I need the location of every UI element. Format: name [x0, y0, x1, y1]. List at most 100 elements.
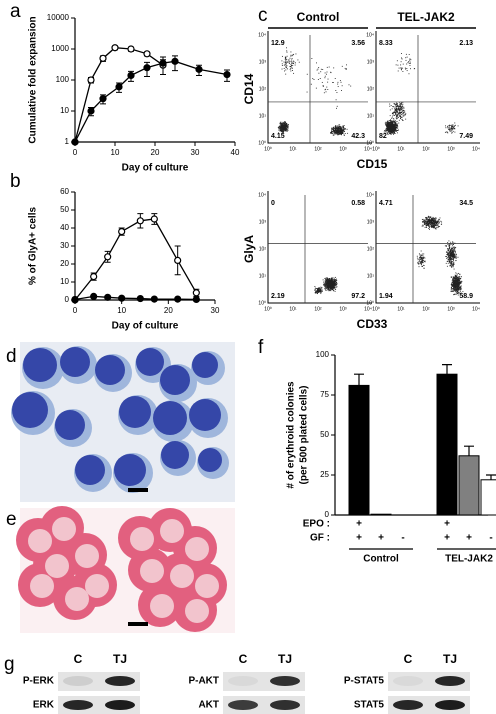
event-dot [386, 131, 388, 133]
event-dot [325, 88, 327, 90]
event-dot [408, 73, 410, 75]
event-dot [398, 111, 400, 113]
event-dot [279, 125, 281, 127]
event-dot [335, 284, 337, 286]
event-dot [396, 114, 398, 116]
flow-y-tick: 10¹ [259, 113, 267, 119]
event-dot [454, 283, 456, 285]
event-dot [337, 127, 339, 129]
event-dot [396, 103, 398, 105]
event-dot [335, 281, 337, 283]
event-dot [392, 129, 394, 130]
flow-x-tick: 10⁴ [364, 306, 372, 312]
event-dot [453, 289, 455, 291]
event-dot [399, 104, 401, 106]
flow-y-tick: 10⁰ [366, 140, 374, 146]
event-dot [286, 123, 288, 125]
event-dot [391, 132, 393, 134]
event-dot [285, 62, 287, 64]
event-dot [387, 134, 389, 135]
event-dot [392, 112, 393, 114]
event-dot [333, 279, 335, 281]
event-dot [402, 71, 404, 72]
event-dot [338, 132, 340, 134]
flow-y-tick: 10² [367, 246, 375, 252]
event-dot [421, 257, 423, 259]
event-dot [429, 222, 431, 224]
event-dot [318, 72, 320, 74]
event-dot [327, 280, 329, 282]
event-dot [400, 106, 402, 108]
event-dot [437, 224, 439, 226]
event-dot [290, 54, 292, 56]
event-dot [458, 278, 460, 280]
event-dot [325, 73, 327, 75]
series-line [74, 47, 164, 143]
event-dot [326, 285, 328, 287]
y-axis-label: (per 500 plated cells) [299, 386, 310, 485]
event-dot [393, 111, 395, 113]
event-dot [280, 124, 282, 126]
event-dot [453, 285, 455, 287]
data-point [171, 57, 179, 65]
event-dot [420, 262, 421, 264]
event-dot [426, 218, 428, 220]
event-dot [385, 121, 387, 123]
event-dot [458, 284, 459, 286]
event-dot [451, 254, 453, 256]
event-dot [431, 218, 433, 220]
event-dot [392, 106, 394, 108]
event-dot [452, 263, 454, 265]
event-dot [453, 288, 454, 290]
event-dot [387, 123, 389, 125]
event-dot [459, 279, 461, 281]
event-dot [334, 131, 336, 133]
y-tick-label: 75 [320, 390, 329, 399]
data-point [87, 107, 95, 115]
event-dot [287, 68, 289, 70]
cell-nucleus [153, 401, 187, 435]
y-tick-label: 0 [325, 510, 330, 519]
event-dot [451, 264, 453, 266]
blot-band [63, 676, 93, 686]
event-dot [447, 254, 449, 256]
event-dot [458, 282, 459, 284]
event-dot [437, 221, 438, 223]
event-dot [395, 108, 397, 110]
cell-inclusion [65, 587, 89, 611]
quadrant-value: 42.3 [351, 133, 365, 140]
event-dot [455, 290, 457, 292]
event-dot [328, 288, 330, 290]
event-dot [283, 125, 285, 127]
event-dot [450, 250, 452, 252]
event-dot [453, 250, 455, 252]
event-dot [457, 290, 459, 292]
event-dot [459, 287, 461, 289]
event-dot [340, 127, 342, 129]
event-dot [398, 67, 400, 69]
event-dot [448, 128, 450, 130]
bar [436, 373, 458, 516]
event-dot [285, 65, 287, 67]
event-dot [401, 119, 403, 120]
event-dot [335, 126, 337, 128]
event-dot [454, 256, 456, 258]
event-dot [389, 122, 391, 124]
event-dot [449, 251, 451, 253]
event-dot [329, 282, 331, 284]
event-dot [320, 286, 322, 288]
event-dot [291, 59, 293, 61]
event-dot [429, 217, 431, 219]
event-dot [396, 104, 398, 106]
event-dot [452, 128, 454, 130]
event-dot [389, 130, 391, 132]
event-dot [402, 67, 404, 69]
event-dot [460, 289, 462, 291]
event-dot [433, 222, 434, 224]
event-dot [458, 278, 460, 280]
event-dot [391, 117, 392, 119]
event-dot [391, 129, 393, 131]
event-dot [403, 106, 405, 108]
event-dot [459, 285, 461, 287]
event-dot [418, 253, 420, 255]
